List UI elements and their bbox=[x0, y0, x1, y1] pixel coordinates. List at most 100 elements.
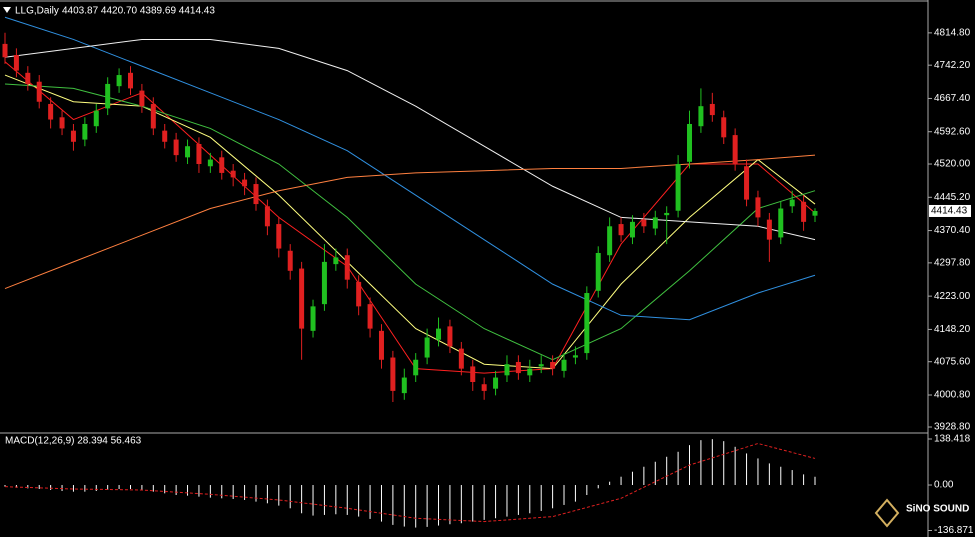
candle-body bbox=[675, 164, 681, 211]
candle-body bbox=[13, 55, 19, 71]
y-tick-label: 4592.60 bbox=[934, 126, 971, 137]
plot bbox=[2, 16, 818, 403]
y-tick-label: 4445.20 bbox=[934, 192, 971, 203]
y-tick-label: 4223.00 bbox=[934, 291, 971, 302]
candle-body bbox=[344, 255, 350, 280]
candle-body bbox=[607, 226, 613, 256]
candle-body bbox=[230, 170, 236, 178]
candle-body bbox=[504, 364, 510, 376]
candle-body bbox=[755, 197, 761, 218]
y-tick-label: 0.00 bbox=[934, 480, 954, 491]
price-tag-label: 4414.43 bbox=[931, 206, 968, 217]
candle-body bbox=[253, 184, 259, 205]
candle-body bbox=[413, 359, 419, 376]
candle-body bbox=[572, 355, 578, 358]
candle-body bbox=[93, 110, 99, 127]
candle-body bbox=[424, 337, 430, 358]
logo-icon bbox=[874, 498, 900, 528]
candle-body bbox=[538, 364, 544, 367]
macd-label: MACD(12,26,9) 28.394 56.463 bbox=[5, 436, 142, 447]
candle-body bbox=[196, 143, 202, 165]
candle-body bbox=[333, 257, 339, 265]
candle-body bbox=[116, 75, 122, 87]
y-tick-label: 4297.80 bbox=[934, 258, 971, 269]
candle-body bbox=[36, 81, 42, 102]
candle-body bbox=[310, 306, 316, 331]
y-tick-label: 4667.40 bbox=[934, 93, 971, 104]
candle-body bbox=[150, 103, 156, 129]
candle-body bbox=[778, 208, 784, 238]
candle-body bbox=[561, 359, 567, 371]
candle-body bbox=[527, 368, 533, 376]
candle-body bbox=[321, 261, 327, 305]
candle-body bbox=[687, 123, 693, 162]
candle-body bbox=[401, 377, 407, 394]
candle-body bbox=[584, 293, 590, 354]
candle-body bbox=[481, 384, 487, 391]
chart-icon bbox=[3, 7, 11, 13]
candle-body bbox=[390, 357, 396, 391]
candle-body bbox=[744, 166, 750, 200]
candle-body bbox=[812, 210, 818, 216]
y-tick-label: 4000.80 bbox=[934, 390, 971, 401]
y-tick-label: 138.418 bbox=[934, 434, 971, 445]
candle-body bbox=[801, 201, 807, 222]
candle-body bbox=[618, 224, 624, 236]
y-tick-label: -136.871 bbox=[934, 525, 974, 536]
price-tag bbox=[929, 204, 971, 217]
candle-body bbox=[470, 366, 476, 382]
ohlc-label: 4403.87 4420.70 4389.69 4414.43 bbox=[62, 6, 215, 17]
candle-body bbox=[458, 348, 464, 369]
candle-body bbox=[127, 72, 133, 89]
candle-body bbox=[105, 83, 111, 109]
candle-body bbox=[698, 106, 704, 127]
signal-line bbox=[4, 442, 816, 523]
candle-body bbox=[550, 361, 556, 369]
candle-body bbox=[25, 72, 31, 84]
candle-body bbox=[242, 179, 248, 187]
y-tick-label: 4148.20 bbox=[934, 324, 971, 335]
candle-body bbox=[276, 224, 282, 249]
candle-body bbox=[185, 146, 191, 158]
y-tick-label: 4520.00 bbox=[934, 159, 971, 170]
candle-body bbox=[207, 159, 213, 167]
candle-body bbox=[70, 130, 76, 142]
candle-body bbox=[515, 361, 521, 374]
candle-body bbox=[2, 43, 8, 58]
moving-average bbox=[4, 16, 816, 321]
candle-body bbox=[732, 135, 738, 165]
candle-body bbox=[766, 219, 772, 240]
candle-body bbox=[629, 221, 635, 238]
candle-body bbox=[82, 123, 88, 140]
logo-text: SiNO SOUND bbox=[906, 504, 969, 515]
logo: SiNO SOUND bbox=[874, 498, 969, 528]
candle-body bbox=[287, 250, 293, 271]
candle-body bbox=[378, 330, 384, 360]
candle-body bbox=[436, 328, 442, 340]
y-tick-label: 4075.60 bbox=[934, 356, 971, 367]
candle-body bbox=[652, 217, 658, 229]
candle-body bbox=[173, 139, 179, 156]
candle-body bbox=[664, 212, 670, 216]
candle-body bbox=[299, 268, 305, 329]
y-tick-label: 3928.80 bbox=[934, 422, 971, 433]
candle-body bbox=[162, 130, 168, 142]
moving-average bbox=[4, 38, 816, 241]
candle-body bbox=[219, 157, 225, 173]
y-tick-label: 4742.20 bbox=[934, 60, 971, 71]
candle-body bbox=[139, 90, 145, 107]
candle-body bbox=[709, 103, 715, 116]
candle-body bbox=[493, 377, 499, 389]
candle-body bbox=[48, 103, 54, 120]
symbol-label: LLG,Daily bbox=[15, 6, 59, 17]
candle-body bbox=[356, 281, 362, 307]
y-tick-label: 4814.80 bbox=[934, 28, 971, 39]
candle-body bbox=[367, 304, 373, 329]
candle-body bbox=[641, 219, 647, 227]
candle-body bbox=[447, 326, 453, 347]
y-tick-label: 4370.40 bbox=[934, 225, 971, 236]
candle-body bbox=[789, 199, 795, 207]
candle-body bbox=[59, 117, 65, 129]
